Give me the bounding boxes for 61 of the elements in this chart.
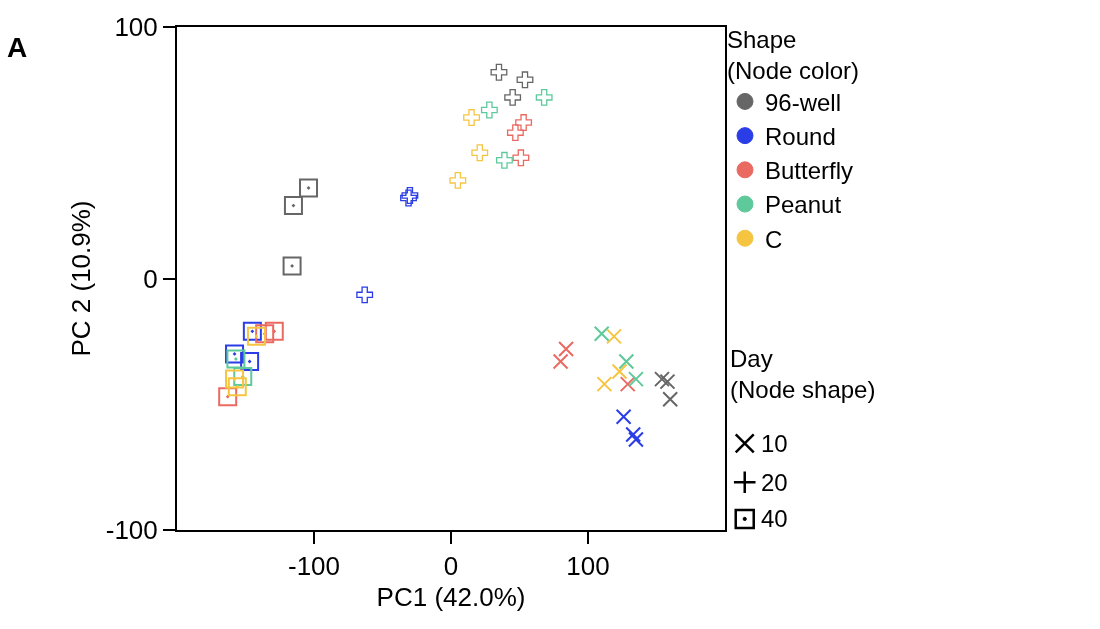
point [356,286,374,304]
point [619,376,636,393]
point [516,71,534,89]
text: 10 [761,430,788,457]
point [218,387,238,407]
point [242,321,262,341]
point [264,321,284,341]
point [282,256,302,276]
point [255,324,275,344]
point [240,352,260,371]
point [535,88,553,106]
point [653,371,670,388]
text: Day (Node shape) [730,345,876,404]
legend-title: Shape (Node color) [727,26,860,85]
point [227,377,247,397]
point [662,391,679,408]
x-axis-title: PC1 (42.0%) [376,582,526,613]
point [615,408,632,425]
text: 40 [761,505,788,532]
legend-label: Peanut [765,191,842,219]
point [463,109,480,126]
legend-label: Round [765,123,836,150]
point [558,340,575,357]
y-tick-label: 100 [114,12,158,43]
point [495,151,513,169]
point [480,101,498,119]
point [618,353,635,370]
point [625,426,642,443]
point [627,431,644,448]
point [283,196,303,216]
point [596,376,613,393]
point [225,344,245,364]
point [471,144,489,162]
point [490,63,508,81]
chart-title: A [7,32,28,63]
point [233,367,253,387]
point [225,369,245,389]
y-tick-label: -100 [105,515,158,546]
text: 20 [761,469,788,496]
point [611,363,628,380]
point [627,371,644,388]
point [659,373,676,390]
point [506,124,524,142]
point [246,326,266,346]
y-tick-label: 0 [143,263,158,294]
point [515,114,533,132]
legend-label: Butterfly [765,157,854,185]
x-tick-label: 0 [443,551,459,582]
point [512,149,530,167]
x-tick-label: -100 [287,551,341,582]
legend-label: 96-well [765,88,842,116]
point [504,88,522,106]
y-axis-title: PC 2 (10.9%) [65,200,96,357]
point [606,328,623,345]
point [552,353,569,370]
legend-label: C [765,225,783,253]
point [449,171,467,189]
point [593,325,610,342]
point [299,178,319,198]
x-tick-label: 100 [566,551,610,582]
point [226,349,246,369]
